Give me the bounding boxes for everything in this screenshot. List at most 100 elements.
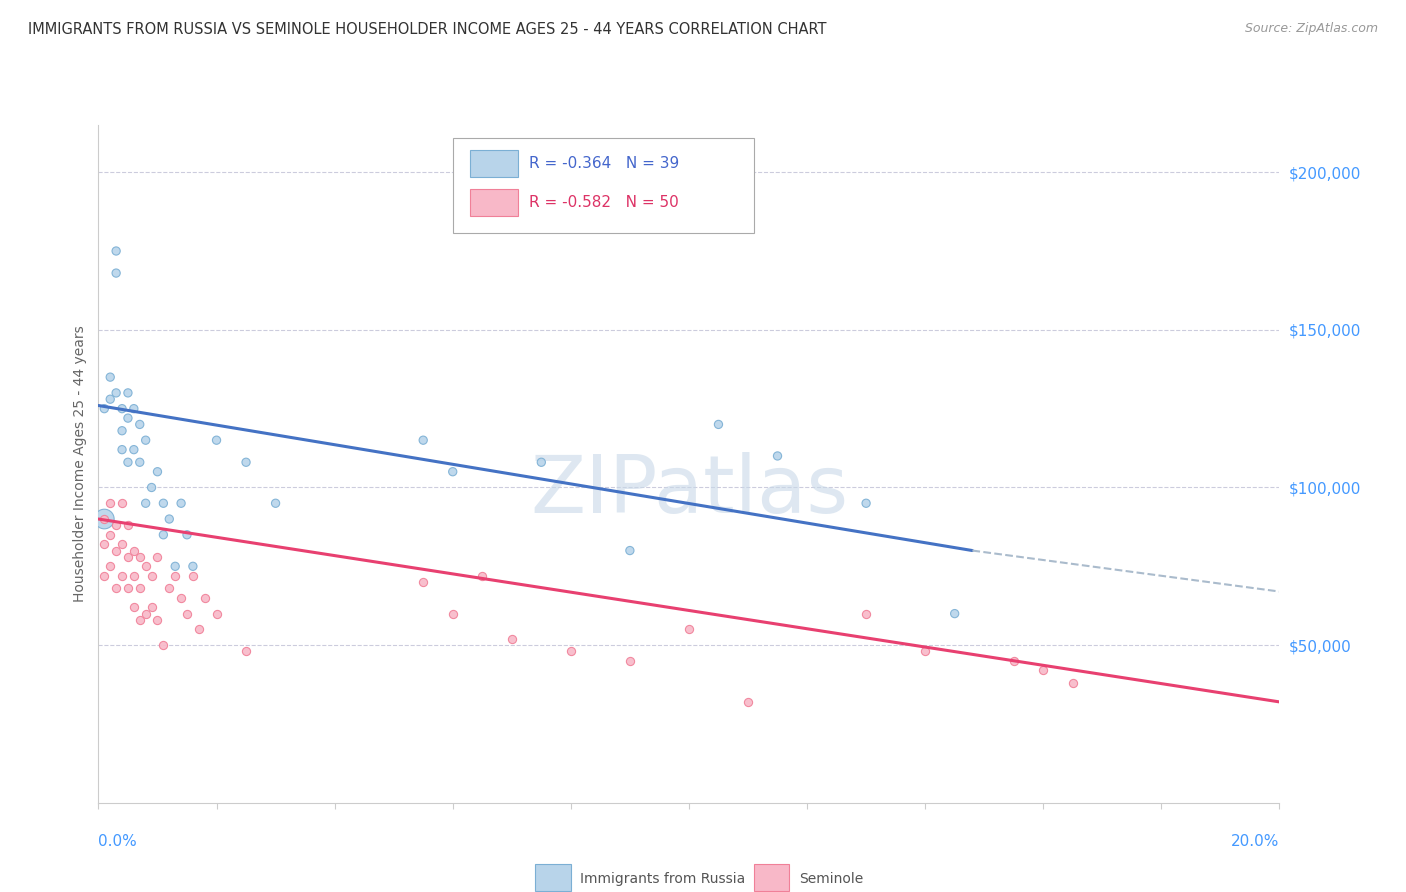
Point	[111, 568, 134, 582]
Point	[560, 644, 582, 658]
Text: ZIPatlas: ZIPatlas	[530, 452, 848, 530]
Bar	[471, 189, 517, 217]
Point	[141, 481, 163, 495]
Point	[117, 385, 139, 400]
Point	[441, 465, 464, 479]
Point	[128, 455, 150, 469]
Point	[128, 613, 150, 627]
Point	[205, 433, 228, 447]
Point	[146, 613, 169, 627]
Point	[98, 392, 121, 407]
Point	[135, 496, 157, 510]
FancyBboxPatch shape	[453, 138, 754, 234]
Point	[194, 591, 217, 605]
Text: Source: ZipAtlas.com: Source: ZipAtlas.com	[1244, 22, 1378, 36]
Point	[117, 411, 139, 425]
Point	[235, 644, 257, 658]
Point	[187, 623, 209, 637]
Point	[122, 401, 145, 416]
Point	[111, 537, 134, 551]
Point	[471, 568, 494, 582]
Point	[412, 433, 434, 447]
Point	[152, 496, 174, 510]
Point	[135, 607, 157, 621]
Point	[105, 266, 128, 280]
Point	[117, 549, 139, 564]
Text: R = -0.582   N = 50: R = -0.582 N = 50	[530, 195, 679, 211]
Point	[619, 543, 641, 558]
Point	[105, 518, 128, 533]
Point	[157, 582, 180, 596]
Point	[412, 575, 434, 590]
Point	[943, 607, 966, 621]
Point	[93, 401, 115, 416]
Point	[117, 582, 139, 596]
Point	[111, 401, 134, 416]
Point	[105, 543, 128, 558]
Point	[530, 455, 553, 469]
Point	[111, 496, 134, 510]
Point	[855, 607, 877, 621]
Point	[914, 644, 936, 658]
Point	[181, 568, 204, 582]
Point	[170, 496, 193, 510]
Point	[122, 543, 145, 558]
Point	[93, 512, 115, 526]
Point	[205, 607, 228, 621]
Point	[111, 424, 134, 438]
Point	[93, 512, 115, 526]
Text: 0.0%: 0.0%	[98, 834, 138, 849]
Point	[122, 600, 145, 615]
Bar	[536, 863, 571, 891]
Point	[117, 518, 139, 533]
Text: R = -0.364   N = 39: R = -0.364 N = 39	[530, 156, 679, 171]
Point	[176, 607, 198, 621]
Point	[128, 417, 150, 432]
Point	[117, 455, 139, 469]
Point	[152, 528, 174, 542]
Point	[157, 512, 180, 526]
Point	[501, 632, 523, 646]
Text: Seminole: Seminole	[799, 871, 863, 886]
Point	[766, 449, 789, 463]
Point	[122, 442, 145, 457]
Text: 20.0%: 20.0%	[1232, 834, 1279, 849]
Point	[135, 433, 157, 447]
Point	[170, 591, 193, 605]
Point	[93, 537, 115, 551]
Point	[141, 600, 163, 615]
Point	[855, 496, 877, 510]
Point	[98, 370, 121, 384]
Point	[111, 442, 134, 457]
Point	[105, 244, 128, 258]
Point	[152, 638, 174, 652]
Point	[141, 568, 163, 582]
Point	[678, 623, 700, 637]
Bar	[471, 150, 517, 178]
Point	[235, 455, 257, 469]
Point	[135, 559, 157, 574]
Y-axis label: Householder Income Ages 25 - 44 years: Householder Income Ages 25 - 44 years	[73, 326, 87, 602]
Point	[128, 549, 150, 564]
Point	[165, 559, 187, 574]
Text: IMMIGRANTS FROM RUSSIA VS SEMINOLE HOUSEHOLDER INCOME AGES 25 - 44 YEARS CORRELA: IMMIGRANTS FROM RUSSIA VS SEMINOLE HOUSE…	[28, 22, 827, 37]
Point	[176, 528, 198, 542]
Point	[98, 559, 121, 574]
Point	[1062, 676, 1084, 690]
Point	[441, 607, 464, 621]
Point	[128, 582, 150, 596]
Point	[165, 568, 187, 582]
Point	[98, 496, 121, 510]
Point	[1032, 664, 1054, 678]
Point	[122, 568, 145, 582]
Point	[146, 549, 169, 564]
Bar	[754, 863, 789, 891]
Point	[619, 654, 641, 668]
Point	[707, 417, 730, 432]
Point	[181, 559, 204, 574]
Text: Immigrants from Russia: Immigrants from Russia	[581, 871, 745, 886]
Point	[98, 528, 121, 542]
Point	[1002, 654, 1025, 668]
Point	[264, 496, 287, 510]
Point	[93, 568, 115, 582]
